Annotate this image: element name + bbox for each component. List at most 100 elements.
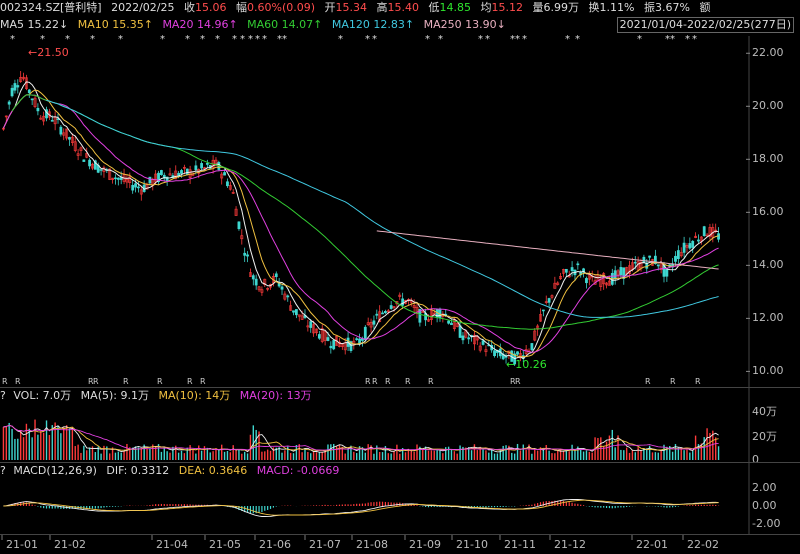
- candle-body: [128, 176, 132, 183]
- candle-body: [283, 293, 287, 300]
- candle-body: [639, 261, 643, 269]
- date-tick-label: 21-05: [209, 538, 241, 551]
- candle-body: [633, 261, 637, 264]
- candle-body: [447, 320, 450, 324]
- star-marker: *: [40, 34, 45, 45]
- candle-body: [648, 255, 652, 258]
- candle-body: [665, 269, 669, 277]
- star-marker: *: [160, 34, 165, 45]
- r-marker: R: [365, 377, 371, 386]
- candle-body: [585, 278, 588, 284]
- date-range-selector[interactable]: 2021/01/04-2022/02/25(277日): [616, 17, 794, 33]
- ma-legend: MA5 15.22↓ MA10 15.35↑ MA20 14.96↑ MA60 …: [0, 17, 800, 33]
- candle-body: [691, 240, 695, 248]
- candle-body: [59, 126, 63, 135]
- candle-body: [702, 226, 706, 237]
- candle-body: [550, 295, 554, 298]
- candle-body: [182, 166, 186, 169]
- price-tick-label: 12.00: [752, 311, 784, 325]
- amplitude-label: 振: [643, 1, 655, 14]
- candle-body: [7, 101, 11, 105]
- candle-body: [237, 221, 241, 230]
- candle-body: [185, 168, 189, 175]
- r-marker: R: [372, 377, 378, 386]
- candle-body: [50, 120, 54, 122]
- star-marker: *: [478, 34, 483, 45]
- volume-bars: [2, 419, 720, 460]
- candle-body: [223, 172, 226, 176]
- candle-body: [312, 324, 316, 334]
- candle-body: [473, 334, 476, 345]
- candle-body: [251, 275, 255, 280]
- vol-ma10-line: [3, 424, 719, 452]
- candle-body: [653, 255, 657, 265]
- candle-body: [260, 289, 264, 293]
- candle-body: [605, 282, 608, 286]
- candle-body: [412, 304, 416, 308]
- candle-body: [401, 298, 405, 306]
- candle-body: [421, 311, 425, 313]
- candle-body: [274, 273, 278, 278]
- candle-body: [108, 168, 112, 180]
- macd-menu-icon[interactable]: ?: [0, 464, 6, 477]
- macd-value: MACD: -0.0669: [256, 464, 340, 477]
- change-label: 幅: [236, 1, 247, 14]
- candle-body: [174, 170, 178, 180]
- vol-tick-label: 20万: [752, 430, 777, 444]
- star-marker: *: [255, 34, 260, 45]
- divider-xaxis: [0, 534, 800, 535]
- r-marker: R: [695, 377, 701, 386]
- candle-body: [478, 345, 482, 351]
- vol-label: VOL: 7.0万: [13, 389, 72, 402]
- candle-body: [656, 264, 660, 267]
- candle-body: [562, 269, 565, 274]
- candle-body: [475, 336, 479, 341]
- candle-body: [616, 270, 620, 276]
- price-tick-label: 18.00: [752, 152, 784, 166]
- candle-body: [559, 276, 563, 280]
- vol-tick-label: 40万: [752, 405, 777, 419]
- ma20-line: [2, 94, 719, 353]
- candle-body: [300, 315, 304, 320]
- date-tick-label: 22-02: [687, 538, 719, 551]
- candle-body: [369, 322, 373, 328]
- candle-body: [679, 252, 683, 257]
- star-marker: *: [665, 34, 670, 45]
- star-marker: *: [515, 34, 520, 45]
- candle-body: [257, 286, 261, 291]
- high-value: 15.40: [387, 1, 420, 14]
- candle-body: [131, 185, 135, 191]
- volume-label: 量: [532, 1, 544, 14]
- candle-body: [297, 314, 301, 317]
- avg-label: 均: [480, 1, 492, 14]
- candle-body: [458, 325, 462, 338]
- star-marker: *: [185, 34, 190, 45]
- candle-body: [564, 268, 568, 273]
- candle-body: [111, 177, 114, 180]
- candle-body: [134, 183, 137, 188]
- candlesticks: [2, 70, 720, 366]
- close-label: 收: [184, 1, 195, 14]
- stock-code[interactable]: 002324.SZ[普利特]: [0, 1, 102, 14]
- date-tick-label: 21-02: [54, 538, 86, 551]
- candle-body: [205, 163, 209, 165]
- star-marker: *: [262, 34, 267, 45]
- candle-body: [79, 147, 83, 151]
- star-marker: *: [485, 34, 490, 45]
- candle-body: [36, 107, 40, 112]
- vol-menu-icon[interactable]: ?: [0, 389, 6, 402]
- date-tick-label: 21-09: [409, 538, 441, 551]
- candle-body: [65, 128, 69, 139]
- candle-body: [398, 294, 402, 297]
- low-annotation: ←10.26: [506, 358, 547, 371]
- ma10-line: [2, 89, 719, 358]
- candle-body: [553, 282, 557, 289]
- date-tick-label: 21-04: [156, 538, 188, 551]
- candle-body: [682, 242, 686, 253]
- candle-body: [82, 159, 86, 162]
- candle-body: [392, 306, 396, 309]
- candle-body: [628, 265, 631, 274]
- r-marker: R: [385, 377, 391, 386]
- candle-body: [694, 235, 697, 238]
